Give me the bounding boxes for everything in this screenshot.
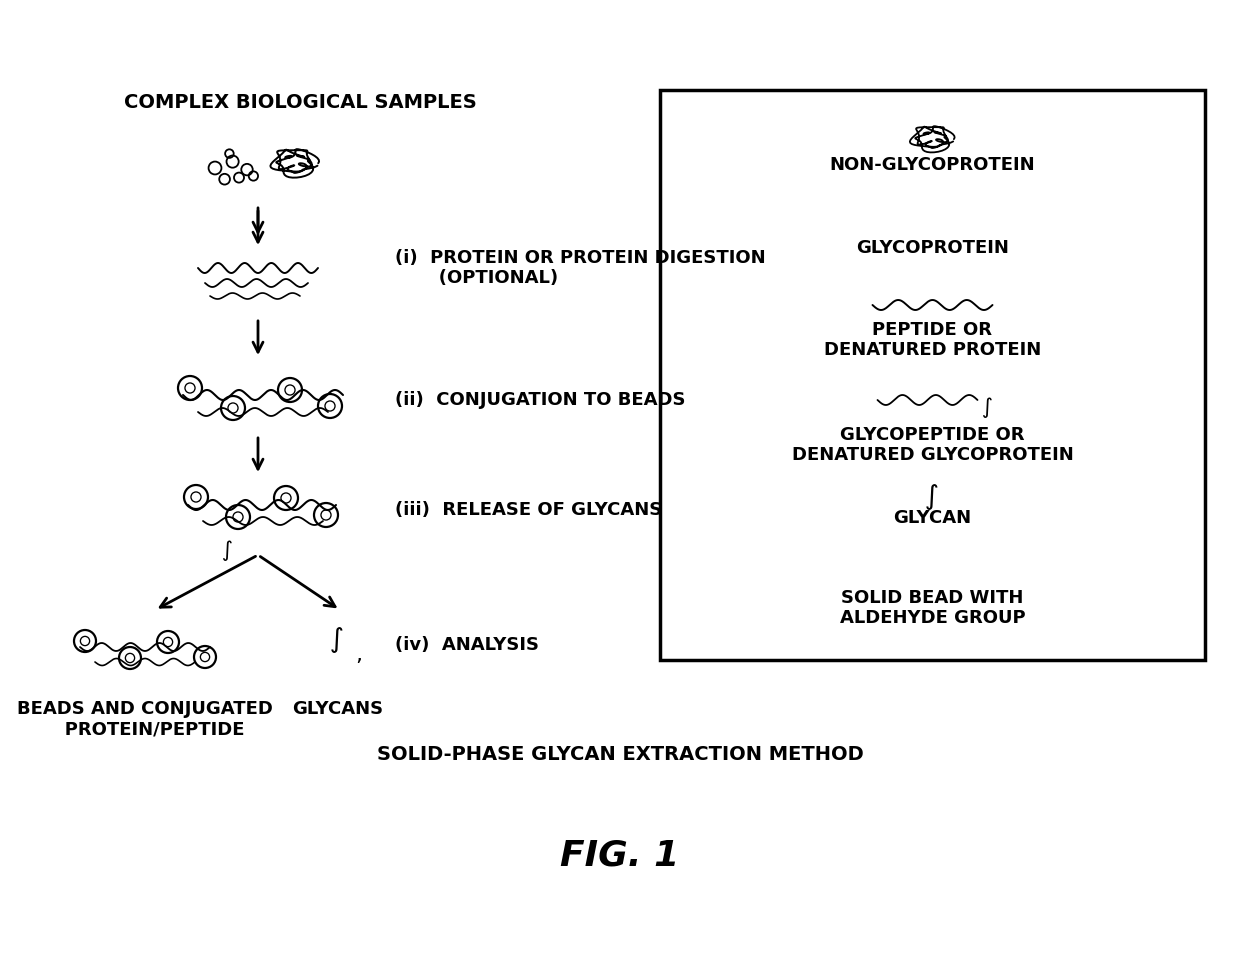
Text: GLYCOPEPTIDE OR
DENATURED GLYCOPROTEIN: GLYCOPEPTIDE OR DENATURED GLYCOPROTEIN	[791, 426, 1074, 465]
Text: (iv)  ANALYSIS: (iv) ANALYSIS	[396, 636, 539, 654]
Text: NON-GLYCOPROTEIN: NON-GLYCOPROTEIN	[830, 156, 1035, 174]
Text: $\mathit{\int}$: $\mathit{\int}$	[331, 623, 346, 653]
Text: $\mathit{\int}$: $\mathit{\int}$	[925, 480, 940, 510]
Text: FIG. 1: FIG. 1	[560, 838, 680, 872]
Text: $,$: $,$	[355, 645, 361, 665]
Text: $\mathit{\int}$: $\mathit{\int}$	[982, 393, 993, 417]
Text: $\mathit{\int}$: $\mathit{\int}$	[222, 536, 234, 560]
Text: (iii)  RELEASE OF GLYCANS: (iii) RELEASE OF GLYCANS	[396, 501, 662, 519]
Text: PEPTIDE OR
DENATURED PROTEIN: PEPTIDE OR DENATURED PROTEIN	[823, 320, 1042, 359]
Text: SOLID BEAD WITH
ALDEHYDE GROUP: SOLID BEAD WITH ALDEHYDE GROUP	[839, 588, 1025, 627]
Text: BEADS AND CONJUGATED
   PROTEIN/PEPTIDE: BEADS AND CONJUGATED PROTEIN/PEPTIDE	[17, 700, 273, 739]
Text: (ii)  CONJUGATION TO BEADS: (ii) CONJUGATION TO BEADS	[396, 391, 686, 409]
Text: COMPLEX BIOLOGICAL SAMPLES: COMPLEX BIOLOGICAL SAMPLES	[124, 93, 476, 111]
Text: GLYCOPROTEIN: GLYCOPROTEIN	[856, 239, 1009, 257]
Text: GLYCAN: GLYCAN	[894, 509, 972, 527]
Text: GLYCANS: GLYCANS	[293, 700, 383, 718]
Text: (i)  PROTEIN OR PROTEIN DIGESTION
       (OPTIONAL): (i) PROTEIN OR PROTEIN DIGESTION (OPTION…	[396, 248, 765, 287]
Text: SOLID-PHASE GLYCAN EXTRACTION METHOD: SOLID-PHASE GLYCAN EXTRACTION METHOD	[377, 745, 863, 765]
Bar	[660, 90, 1205, 660]
